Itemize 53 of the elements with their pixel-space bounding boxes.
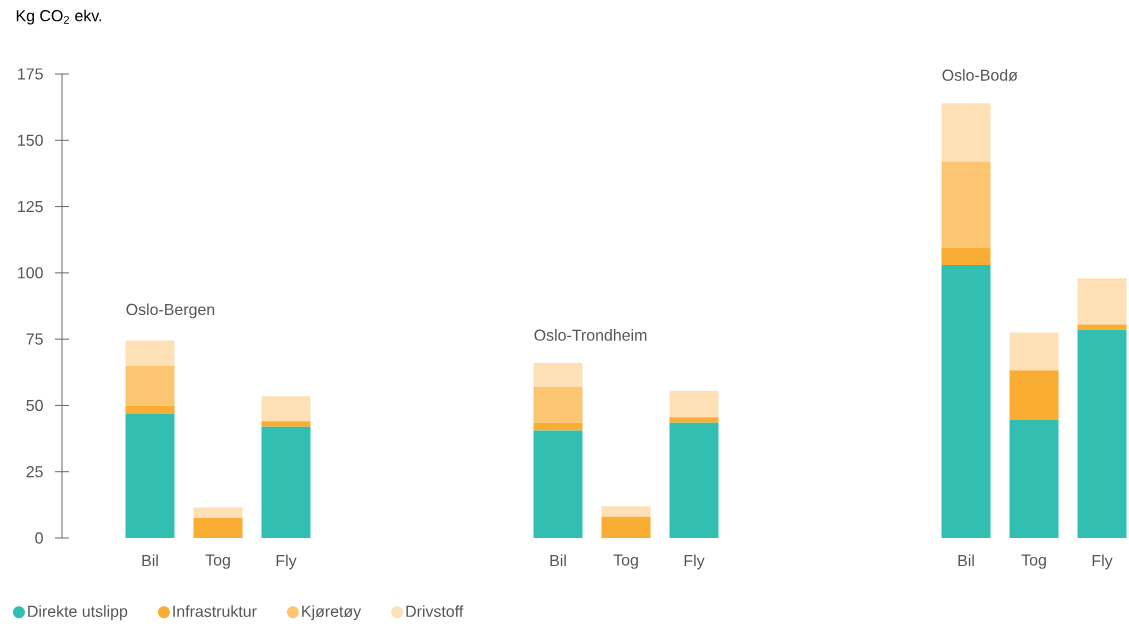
bar [533, 430, 583, 538]
bar [1077, 329, 1127, 538]
y-tick-label: 75 [26, 333, 43, 345]
y-axis-title: Kg CO$_{2}$ ekv. [16, 9, 102, 25]
legend-label: Infrastruktur [173, 605, 257, 617]
bar [261, 421, 311, 427]
bar [601, 506, 651, 517]
bar [261, 396, 311, 422]
bar [125, 365, 175, 406]
x-tick-label: Fly [1092, 554, 1113, 570]
bar [941, 247, 991, 265]
bar [261, 426, 311, 538]
y-tick-label: 100 [18, 267, 43, 279]
bar [193, 507, 243, 519]
bar [533, 363, 583, 387]
y-tick-label: 150 [18, 134, 43, 146]
bar [941, 264, 991, 538]
bar [125, 413, 175, 538]
bar [1009, 332, 1059, 370]
x-tick-label: Bil [142, 554, 158, 567]
y-tick-label: 125 [18, 200, 43, 213]
annotation: Oslo-Bodø [942, 69, 1018, 81]
legend-label: Direkte utslipp [28, 605, 128, 621]
bar [533, 386, 583, 423]
x-tick-label: Fly [276, 554, 297, 570]
bar [669, 417, 719, 423]
bar [669, 422, 719, 538]
bar [1009, 370, 1059, 421]
bar [125, 405, 175, 414]
bar [669, 390, 719, 418]
bar [193, 518, 243, 538]
bar [1077, 324, 1127, 330]
y-tick-label: 0 [35, 532, 43, 544]
legend-label: Drivstoff [406, 605, 464, 617]
y-tick-label: 50 [26, 399, 43, 412]
y-tick-label: 25 [26, 466, 43, 478]
x-tick-label: Tog [1021, 554, 1046, 569]
x-tick-label: Tog [613, 554, 638, 569]
bar [601, 516, 651, 538]
bar [1077, 278, 1127, 325]
annotation: Oslo-Trondheim [534, 329, 647, 341]
annotation: Oslo-Bergen [126, 303, 215, 319]
y-tick-label: 175 [18, 68, 43, 80]
bar [941, 103, 991, 162]
legend-label: Kjøretøy [302, 605, 362, 621]
x-tick-label: Bil [550, 554, 566, 567]
x-tick-label: Bil [958, 554, 974, 567]
bar [941, 161, 991, 248]
x-tick-label: Tog [205, 554, 230, 569]
bar [125, 340, 175, 366]
bar [1009, 420, 1059, 538]
x-tick-label: Fly [684, 554, 705, 570]
bar [533, 422, 583, 431]
